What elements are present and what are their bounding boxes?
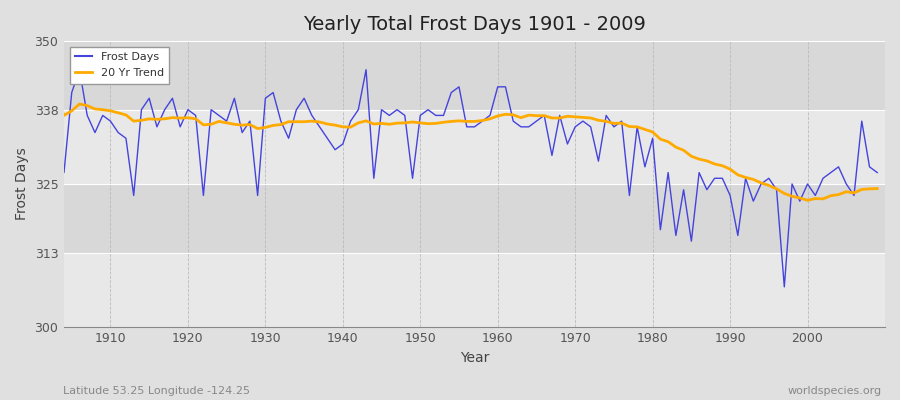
Text: Latitude 53.25 Longitude -124.25: Latitude 53.25 Longitude -124.25 <box>63 386 250 396</box>
Bar <box>64 110 885 184</box>
Title: Yearly Total Frost Days 1901 - 2009: Yearly Total Frost Days 1901 - 2009 <box>303 15 646 34</box>
Y-axis label: Frost Days: Frost Days <box>15 148 29 220</box>
Text: worldspecies.org: worldspecies.org <box>788 386 882 396</box>
Legend: Frost Days, 20 Yr Trend: Frost Days, 20 Yr Trend <box>69 47 169 84</box>
Bar <box>64 252 885 327</box>
Bar <box>64 184 885 252</box>
X-axis label: Year: Year <box>460 351 490 365</box>
Bar <box>64 41 885 110</box>
